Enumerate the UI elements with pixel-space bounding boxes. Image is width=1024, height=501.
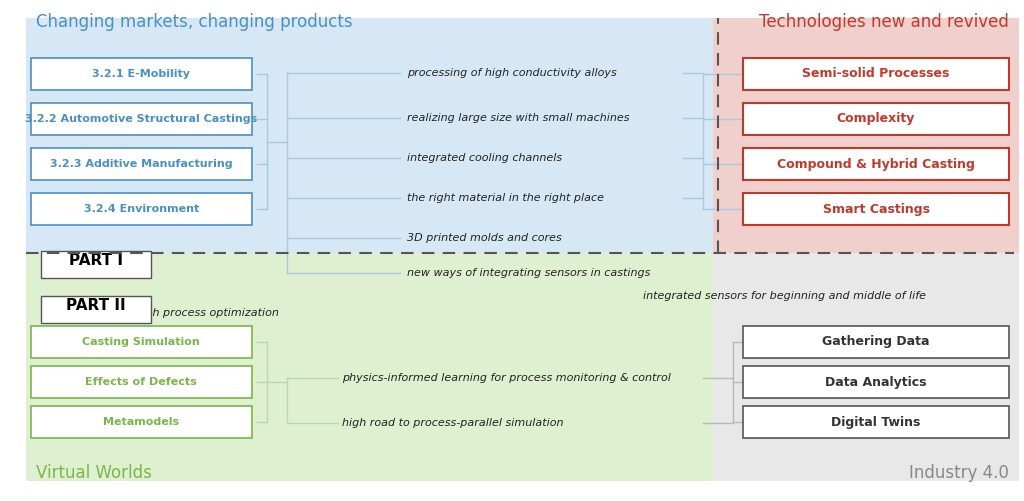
- FancyBboxPatch shape: [31, 406, 252, 438]
- Text: Technologies new and revived: Technologies new and revived: [759, 13, 1009, 31]
- Text: 3.2.3 Additive Manufacturing: 3.2.3 Additive Manufacturing: [50, 159, 232, 169]
- Text: realizing large size with small machines: realizing large size with small machines: [408, 113, 630, 123]
- FancyBboxPatch shape: [743, 58, 1009, 90]
- FancyBboxPatch shape: [31, 103, 252, 135]
- FancyBboxPatch shape: [743, 103, 1009, 135]
- Text: integrated cooling channels: integrated cooling channels: [408, 153, 562, 163]
- Text: integrated sensors for beginning and middle of life: integrated sensors for beginning and mid…: [643, 291, 926, 301]
- FancyBboxPatch shape: [31, 148, 252, 180]
- Text: Metamodels: Metamodels: [103, 417, 179, 427]
- FancyBboxPatch shape: [743, 406, 1009, 438]
- FancyBboxPatch shape: [743, 148, 1009, 180]
- Text: Changing markets, changing products: Changing markets, changing products: [36, 13, 352, 31]
- Text: Industry 4.0: Industry 4.0: [909, 464, 1009, 482]
- FancyBboxPatch shape: [743, 326, 1009, 358]
- Text: 3.2.1 E-Mobility: 3.2.1 E-Mobility: [92, 69, 190, 79]
- FancyBboxPatch shape: [41, 296, 152, 323]
- Text: Digital Twins: Digital Twins: [831, 416, 921, 428]
- Text: new ways of integrating sensors in castings: new ways of integrating sensors in casti…: [408, 268, 650, 278]
- Text: Complexity: Complexity: [837, 113, 915, 125]
- Text: PART I: PART I: [70, 253, 123, 268]
- Text: PART II: PART II: [67, 298, 126, 313]
- Text: physics-informed learning for process monitoring & control: physics-informed learning for process mo…: [342, 373, 671, 383]
- Text: Data Analytics: Data Analytics: [825, 376, 927, 388]
- Text: high road to process-parallel simulation: high road to process-parallel simulation: [342, 418, 563, 428]
- Text: Smart Castings: Smart Castings: [822, 203, 930, 215]
- FancyBboxPatch shape: [31, 58, 252, 90]
- Text: 3.2.4 Environment: 3.2.4 Environment: [84, 204, 199, 214]
- Bar: [26, 253, 713, 481]
- Text: Effects of Defects: Effects of Defects: [85, 377, 198, 387]
- Text: the right material in the right place: the right material in the right place: [408, 193, 604, 203]
- Text: Semi-solid Processes: Semi-solid Processes: [803, 68, 949, 80]
- Text: Casting Simulation: Casting Simulation: [82, 337, 200, 347]
- FancyBboxPatch shape: [31, 193, 252, 225]
- Text: Gathering Data: Gathering Data: [822, 336, 930, 348]
- Bar: [26, 18, 713, 253]
- FancyBboxPatch shape: [31, 326, 252, 358]
- Bar: [713, 253, 1019, 481]
- Text: processing of high conductivity alloys: processing of high conductivity alloys: [408, 68, 616, 78]
- Bar: [713, 18, 1019, 253]
- FancyBboxPatch shape: [743, 193, 1009, 225]
- Text: Compound & Hybrid Casting: Compound & Hybrid Casting: [777, 158, 975, 170]
- FancyBboxPatch shape: [743, 366, 1009, 398]
- Text: higher yield through process optimization: higher yield through process optimizatio…: [46, 308, 279, 318]
- Text: 3.2.2 Automotive Structural Castings: 3.2.2 Automotive Structural Castings: [26, 114, 257, 124]
- FancyBboxPatch shape: [41, 250, 152, 278]
- Text: Virtual Worlds: Virtual Worlds: [36, 464, 152, 482]
- Text: 3D printed molds and cores: 3D printed molds and cores: [408, 233, 562, 243]
- FancyBboxPatch shape: [31, 366, 252, 398]
